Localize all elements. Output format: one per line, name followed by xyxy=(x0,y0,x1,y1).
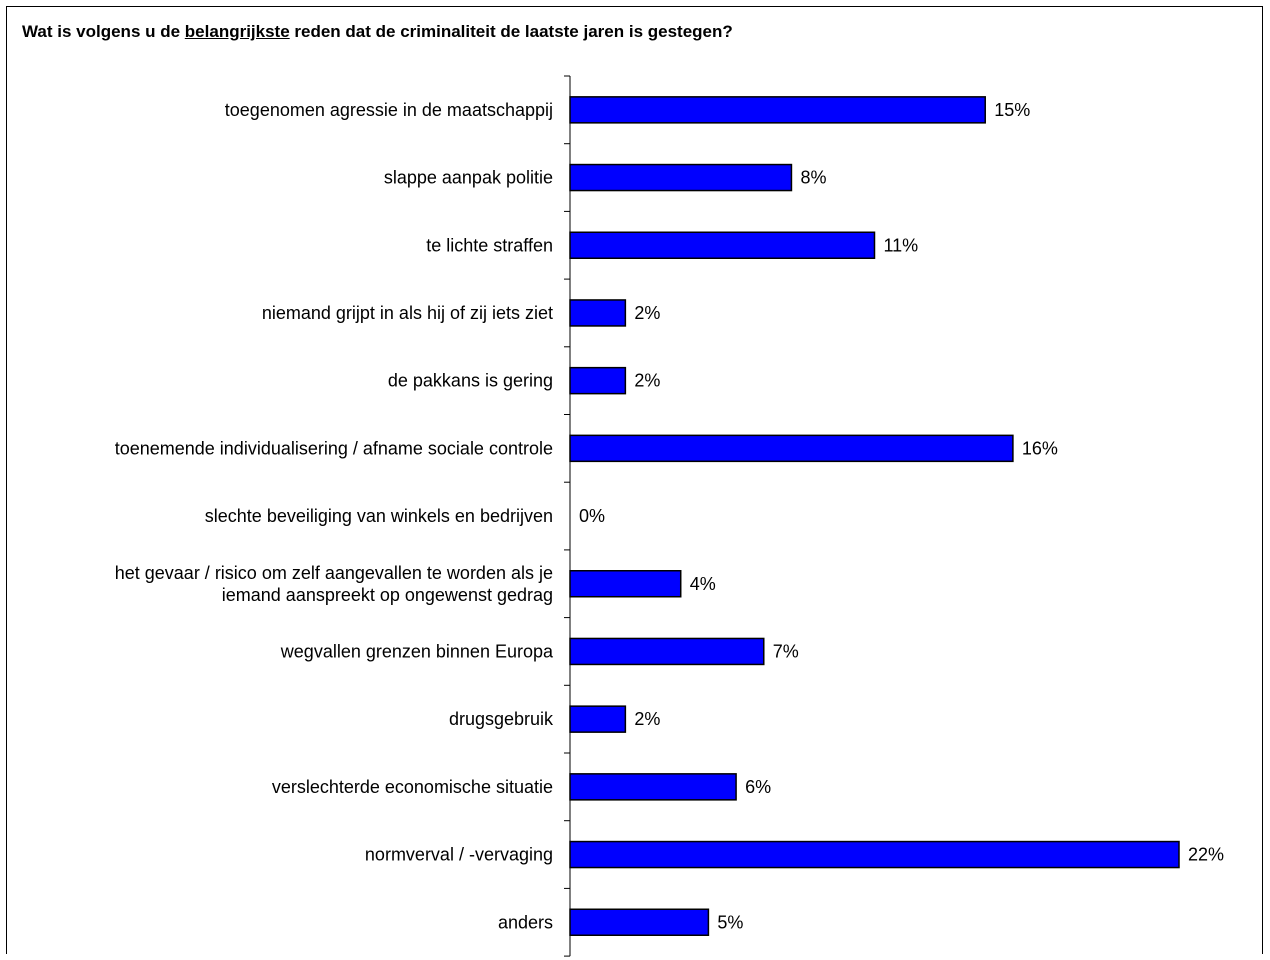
value-label: 15% xyxy=(994,100,1030,120)
value-label: 2% xyxy=(634,371,660,391)
bar xyxy=(569,773,737,801)
bar xyxy=(569,705,627,733)
bar xyxy=(569,840,1180,869)
bar xyxy=(569,637,765,666)
bar xyxy=(569,231,876,259)
value-label: 8% xyxy=(800,168,826,188)
title-after: reden dat de criminaliteit de laatste ja… xyxy=(289,22,733,41)
value-label: 2% xyxy=(634,303,660,323)
value-label: 11% xyxy=(884,235,919,255)
category-label: de pakkans is gering xyxy=(388,371,553,391)
value-label: 5% xyxy=(717,912,743,932)
bar xyxy=(569,366,627,395)
bar xyxy=(569,163,793,192)
value-label: 6% xyxy=(745,777,771,797)
category-label: iemand aanspreekt op ongewenst gedrag xyxy=(222,585,553,605)
category-label: niemand grijpt in als hij of zij iets zi… xyxy=(262,303,553,323)
bar xyxy=(569,96,986,124)
category-label: toegenomen agressie in de maatschappij xyxy=(225,100,553,120)
category-label: wegvallen grenzen binnen Europa xyxy=(280,641,554,661)
bar xyxy=(569,908,710,936)
value-label: 22% xyxy=(1188,845,1224,865)
category-label: slappe aanpak politie xyxy=(384,168,553,188)
bar xyxy=(569,299,627,327)
category-label: drugsgebruik xyxy=(449,709,554,729)
category-label: verslechterde economische situatie xyxy=(272,777,553,797)
value-label: 4% xyxy=(690,574,716,594)
title-emphasis: belangrijkste xyxy=(184,22,290,41)
category-label: slechte beveiliging van winkels en bedri… xyxy=(205,506,553,526)
value-label: 7% xyxy=(773,641,799,661)
value-label: 16% xyxy=(1022,438,1058,458)
category-label: toenemende individualisering / afname so… xyxy=(115,438,553,458)
value-label: 0% xyxy=(579,506,605,526)
category-label: te lichte straffen xyxy=(426,235,553,255)
category-label: anders xyxy=(498,912,553,932)
chart-title: Wat is volgens u de belangrijkste reden … xyxy=(22,22,733,42)
value-label: 2% xyxy=(634,709,660,729)
bar xyxy=(569,570,682,598)
category-label: het gevaar / risico om zelf aangevallen … xyxy=(115,563,553,583)
category-label: normverval / -vervaging xyxy=(365,845,553,865)
title-before: Wat is volgens u de xyxy=(22,22,185,41)
bar xyxy=(569,434,1014,463)
chart-frame xyxy=(6,6,1263,954)
